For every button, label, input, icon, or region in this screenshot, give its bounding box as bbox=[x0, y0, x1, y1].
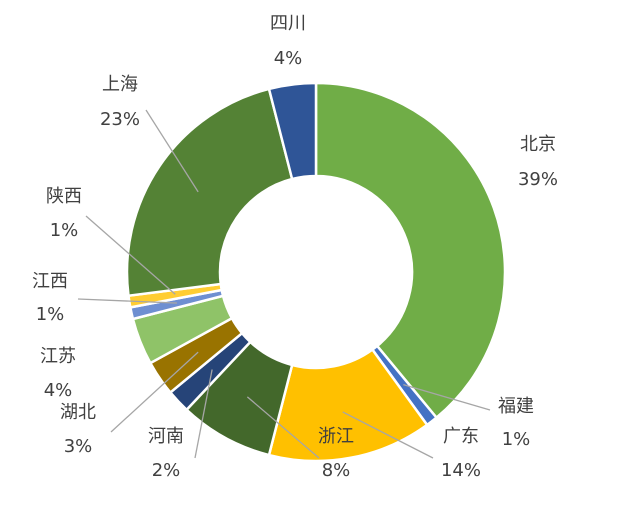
slice-value-10: 4% bbox=[274, 48, 303, 69]
slice-value-5: 3% bbox=[64, 436, 93, 457]
leader-line-1 bbox=[403, 383, 491, 411]
slice-value-7: 1% bbox=[36, 304, 65, 325]
slice-label-8: 陕西 bbox=[46, 186, 82, 207]
leader-line-4 bbox=[194, 369, 213, 459]
leader-line-7 bbox=[77, 298, 177, 304]
leader-line-2 bbox=[342, 411, 434, 459]
slice-label-6: 江苏 bbox=[40, 346, 76, 367]
slice-label-9: 上海 bbox=[102, 74, 138, 95]
slice-value-8: 1% bbox=[50, 220, 79, 241]
slices-group bbox=[125, 81, 507, 463]
slice-value-9: 23% bbox=[100, 109, 140, 130]
slice-label-7: 江西 bbox=[32, 271, 68, 292]
slice-label-4: 河南 bbox=[148, 426, 184, 447]
labels-group: 北京 39% 福建 1% 广东 14% 浙江 8% 河南 2% 湖北 3% 江苏 4% 江西 1% 陕西 1% 上海… bbox=[32, 13, 558, 481]
slice-value-3: 8% bbox=[322, 460, 351, 481]
slice-9 bbox=[125, 87, 294, 298]
slice-label-5: 湖北 bbox=[60, 402, 96, 423]
leader-line-9 bbox=[145, 109, 199, 193]
slice-label-2: 广东 bbox=[443, 426, 479, 447]
slice-label-3: 浙江 bbox=[318, 426, 354, 447]
slice-value-4: 2% bbox=[152, 460, 181, 481]
slice-10 bbox=[267, 81, 318, 181]
slice-value-2: 14% bbox=[441, 460, 481, 481]
slice-label-0: 北京 bbox=[520, 134, 556, 155]
slice-value-1: 1% bbox=[502, 429, 531, 450]
slice-value-6: 4% bbox=[44, 380, 73, 401]
slice-label-1: 福建 bbox=[498, 396, 534, 417]
leader-line-5 bbox=[110, 351, 199, 433]
slice-label-10: 四川 bbox=[270, 13, 306, 34]
leader-line-8 bbox=[85, 215, 176, 295]
leader-line-3 bbox=[246, 396, 320, 459]
leader-lines-group bbox=[77, 109, 491, 459]
slice-value-0: 39% bbox=[518, 169, 558, 190]
slice-0 bbox=[314, 81, 507, 420]
